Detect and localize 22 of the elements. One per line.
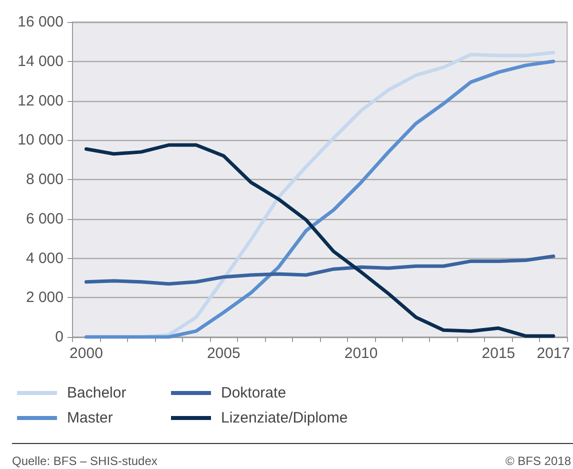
x-tick-label: 2017: [536, 345, 570, 362]
y-tick-label: 0: [55, 328, 64, 346]
legend-label: Bachelor: [67, 384, 126, 402]
legend-label: Master: [67, 410, 113, 426]
y-tick-label: 14 000: [18, 52, 64, 70]
y-tick-label: 2 000: [26, 289, 64, 306]
y-tick-label: 6 000: [26, 210, 64, 228]
legend-label: Doktorate: [221, 384, 286, 402]
y-tick-label: 8 000: [26, 171, 64, 188]
text: © BFS 2018: [505, 454, 572, 468]
source-note: Quelle: BFS – SHIS-studex: [12, 454, 158, 468]
x-tick-label: 2005: [206, 345, 240, 362]
legend-label: Lizenziate/Diplome: [221, 410, 348, 426]
x-tick-label: 2010: [344, 345, 378, 362]
x-tick-label: 2015: [482, 345, 516, 362]
x-tick-label: 2000: [70, 345, 103, 362]
y-tick-label: 16 000: [18, 14, 64, 30]
y-tick-label: 12 000: [18, 92, 64, 110]
y-tick-label: 4 000: [26, 250, 64, 267]
line-series: [84, 143, 556, 338]
line-series: [84, 254, 556, 286]
y-tick-label: 10 000: [18, 132, 64, 149]
